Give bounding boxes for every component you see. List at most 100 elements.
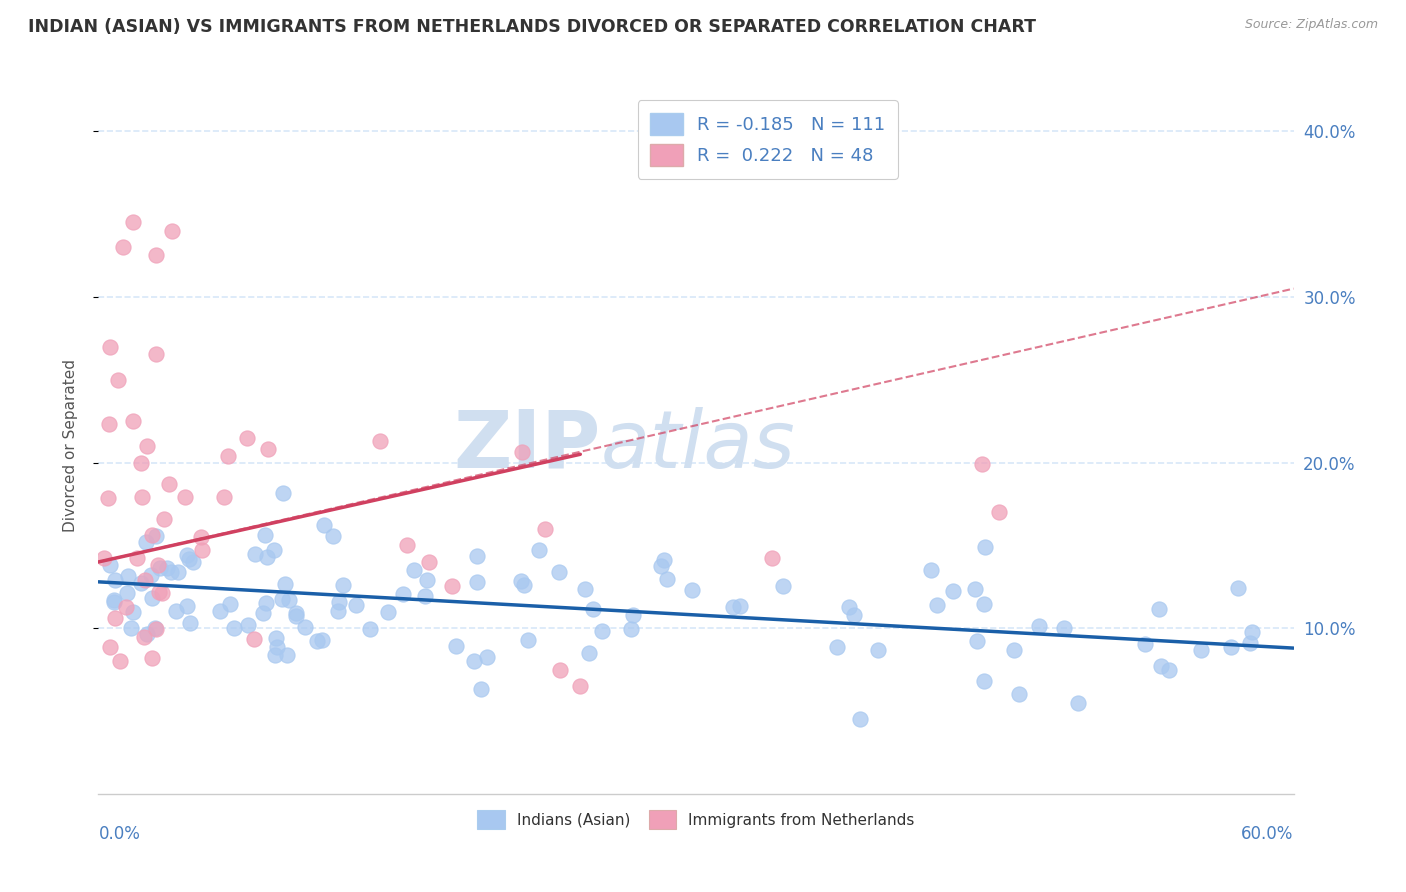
Point bbox=[1053, 621, 1076, 635]
Point bbox=[160, 224, 183, 238]
Point bbox=[328, 595, 350, 609]
Point bbox=[173, 490, 195, 504]
Point bbox=[141, 651, 163, 665]
Point bbox=[395, 538, 418, 552]
Point bbox=[176, 549, 198, 563]
Point bbox=[98, 340, 121, 354]
Point bbox=[115, 586, 138, 600]
Point bbox=[326, 604, 349, 618]
Point bbox=[988, 505, 1011, 519]
Point bbox=[148, 584, 170, 599]
Point bbox=[134, 574, 156, 588]
Point bbox=[129, 456, 152, 470]
Point bbox=[256, 550, 278, 565]
Point bbox=[681, 583, 703, 598]
Point bbox=[1002, 643, 1025, 657]
Point bbox=[236, 431, 259, 445]
Point bbox=[322, 528, 344, 542]
Point bbox=[114, 600, 136, 615]
Point bbox=[132, 631, 155, 645]
Point bbox=[444, 639, 467, 653]
Point bbox=[141, 567, 163, 582]
Point bbox=[131, 491, 153, 505]
Point bbox=[307, 634, 329, 648]
Point bbox=[103, 592, 125, 607]
Point bbox=[1189, 643, 1212, 657]
Point bbox=[93, 550, 115, 565]
Point bbox=[332, 577, 354, 591]
Point bbox=[104, 611, 127, 625]
Point bbox=[527, 543, 550, 558]
Point bbox=[368, 434, 391, 448]
Point bbox=[1133, 637, 1156, 651]
Point bbox=[1219, 640, 1241, 655]
Point bbox=[98, 558, 121, 572]
Point bbox=[97, 491, 120, 505]
Point bbox=[179, 615, 201, 630]
Point bbox=[278, 593, 301, 607]
Point bbox=[212, 491, 235, 505]
Point bbox=[271, 486, 294, 500]
Point bbox=[1159, 663, 1181, 677]
Point bbox=[177, 552, 200, 566]
Point bbox=[181, 555, 204, 569]
Point bbox=[217, 449, 239, 463]
Point bbox=[418, 555, 440, 569]
Point bbox=[98, 640, 121, 654]
Point bbox=[152, 586, 174, 600]
Point bbox=[311, 632, 333, 647]
Point bbox=[224, 621, 246, 635]
Point bbox=[122, 215, 145, 229]
Point bbox=[218, 597, 240, 611]
Point bbox=[344, 598, 367, 612]
Point bbox=[404, 563, 426, 577]
Point bbox=[973, 597, 995, 611]
Point bbox=[257, 442, 280, 456]
Text: ZIP: ZIP bbox=[453, 407, 600, 485]
Point bbox=[117, 568, 139, 582]
Point bbox=[578, 646, 600, 660]
Point bbox=[517, 633, 540, 648]
Point bbox=[107, 373, 129, 387]
Point bbox=[110, 654, 132, 668]
Point bbox=[152, 511, 174, 525]
Point bbox=[254, 528, 277, 542]
Point bbox=[146, 558, 169, 573]
Point bbox=[243, 632, 266, 647]
Point bbox=[103, 594, 125, 608]
Point bbox=[190, 530, 212, 544]
Point bbox=[548, 663, 571, 677]
Point bbox=[925, 599, 948, 613]
Point bbox=[849, 712, 872, 726]
Point bbox=[122, 414, 145, 428]
Point bbox=[965, 582, 987, 597]
Point bbox=[1239, 636, 1261, 650]
Point bbox=[254, 596, 277, 610]
Text: atlas: atlas bbox=[600, 407, 796, 485]
Point bbox=[98, 417, 121, 431]
Point bbox=[972, 457, 994, 471]
Point bbox=[942, 584, 965, 599]
Point bbox=[569, 679, 592, 693]
Point bbox=[868, 643, 890, 657]
Point bbox=[274, 576, 297, 591]
Point bbox=[825, 640, 848, 655]
Point bbox=[1241, 625, 1264, 640]
Point bbox=[263, 648, 285, 662]
Point bbox=[730, 599, 752, 614]
Point bbox=[761, 551, 783, 566]
Point bbox=[838, 599, 860, 614]
Point bbox=[620, 623, 643, 637]
Point bbox=[145, 528, 167, 542]
Text: 0.0%: 0.0% bbox=[98, 825, 141, 843]
Point bbox=[263, 543, 285, 558]
Point bbox=[166, 566, 188, 580]
Point bbox=[1150, 658, 1173, 673]
Point bbox=[165, 604, 187, 618]
Point bbox=[271, 592, 294, 607]
Point bbox=[159, 565, 181, 579]
Point bbox=[1028, 618, 1050, 632]
Point bbox=[510, 574, 533, 588]
Point bbox=[548, 565, 571, 579]
Point bbox=[129, 575, 152, 590]
